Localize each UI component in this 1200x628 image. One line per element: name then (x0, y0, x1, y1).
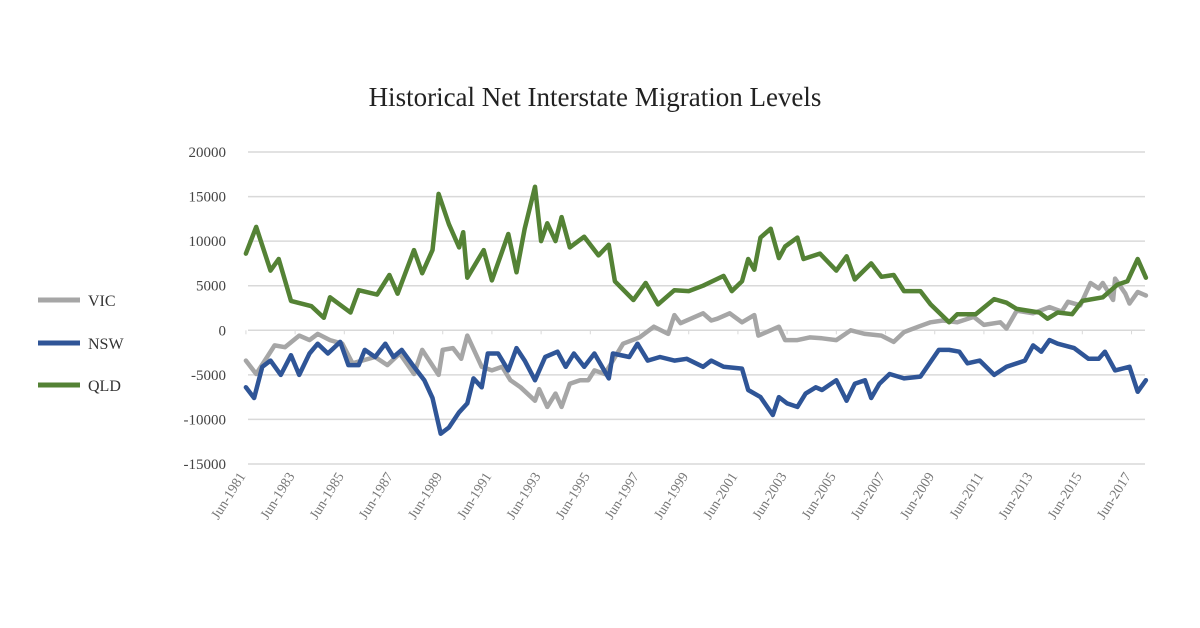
chart-title: Historical Net Interstate Migration Leve… (368, 82, 822, 112)
x-tick-label: Jun-2005 (799, 470, 839, 522)
y-tick-label: 0 (219, 323, 227, 339)
series-line-vic (243, 276, 1149, 410)
legend-label-qld: QLD (88, 378, 121, 395)
x-tick-label: Jun-1981 (209, 470, 249, 522)
legend-label-nsw: NSW (88, 336, 124, 353)
x-tick-label: Jun-2003 (750, 470, 790, 522)
y-tick-label: 20000 (189, 145, 227, 161)
x-tick-label: Jun-2007 (849, 470, 889, 522)
y-tick-label: -5000 (191, 368, 226, 384)
x-tick-label: Jun-1999 (652, 470, 692, 522)
legend-label-vic: VIC (88, 293, 116, 310)
x-tick-label: Jun-1987 (357, 470, 397, 522)
y-tick-label: 10000 (189, 234, 227, 250)
x-tick-label: Jun-1997 (603, 470, 643, 522)
x-tick-label: Jun-2001 (701, 470, 741, 522)
y-tick-label: 5000 (196, 279, 226, 295)
x-tick-label: Jun-2015 (1045, 470, 1085, 522)
x-tick-label: Jun-1985 (307, 470, 347, 522)
x-tick-label: Jun-1983 (258, 470, 298, 522)
x-tick-label: Jun-1989 (406, 470, 446, 522)
x-tick-label: Jun-2013 (996, 470, 1036, 522)
x-tick-label: Jun-2017 (1095, 470, 1135, 522)
x-tick-label: Jun-2009 (898, 470, 938, 522)
x-tick-label: Jun-1995 (553, 470, 593, 522)
y-tick-label: -15000 (184, 457, 227, 473)
x-tick-label: Jun-1993 (504, 470, 544, 522)
x-tick-label: Jun-1991 (455, 470, 495, 522)
x-tick-label: Jun-2011 (947, 470, 987, 522)
y-tick-label: 15000 (189, 190, 227, 206)
y-tick-label: -10000 (184, 412, 227, 428)
series-line-qld (243, 184, 1149, 325)
